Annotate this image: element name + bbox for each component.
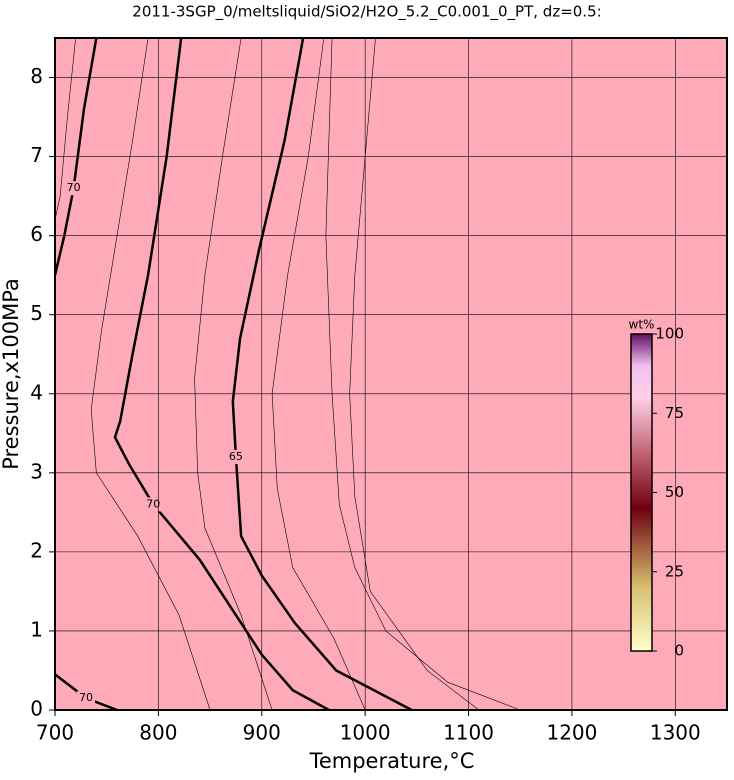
x-tick-label: 1000 [340, 721, 391, 745]
x-tick-label: 700 [36, 721, 74, 745]
y-tick-label: 0 [30, 697, 43, 721]
colorbar-tick-label: 25 [665, 562, 684, 580]
y-tick-label: 1 [30, 617, 43, 641]
plot-background [55, 38, 727, 710]
contour-label-bg [64, 181, 83, 196]
y-tick-label: 8 [30, 64, 43, 88]
contour-label-bg [226, 450, 245, 465]
chart-title: 2011-3SGP_0/meltsliquid/SiO2/H2O_5.2_C0.… [132, 3, 601, 22]
y-axis-label: Pressure,x100MPa [0, 278, 23, 470]
contour-label-bg [77, 691, 96, 706]
colorbar-tick-label: 75 [665, 404, 684, 422]
x-tick-label: 1300 [650, 721, 701, 745]
plot-frame [54, 37, 728, 711]
y-tick-label: 5 [30, 301, 43, 325]
x-tick-label: 800 [139, 721, 177, 745]
y-tick-label: 6 [30, 222, 43, 246]
x-tick-label: 1100 [443, 721, 494, 745]
colorbar-tick-label: 50 [665, 483, 684, 501]
x-tick-label: 1200 [546, 721, 597, 745]
colorbar-tick-label: 0 [674, 642, 684, 660]
contour-label-bg [144, 497, 163, 512]
thin-contour [194, 37, 273, 711]
colorbar-tick-label: 100 [655, 325, 684, 343]
thin-contour [325, 37, 521, 711]
x-tick-label: 900 [243, 721, 281, 745]
contour-label: 70 [67, 181, 81, 194]
contour-label: 70 [79, 691, 93, 704]
thin-contour [271, 37, 366, 711]
colorbar-label: wt% [629, 318, 655, 332]
contour-label: 70 [146, 497, 160, 510]
y-tick-label: 7 [30, 143, 43, 167]
thin-contour [349, 37, 480, 711]
y-tick-label: 3 [30, 459, 43, 483]
contour-label: 65 [229, 450, 243, 463]
x-axis-label: Temperature,°C [309, 749, 475, 773]
colorbar [630, 333, 653, 652]
contour-line [113, 37, 330, 712]
thin-contour [90, 37, 211, 711]
y-tick-label: 4 [30, 380, 43, 404]
y-tick-label: 2 [30, 538, 43, 562]
